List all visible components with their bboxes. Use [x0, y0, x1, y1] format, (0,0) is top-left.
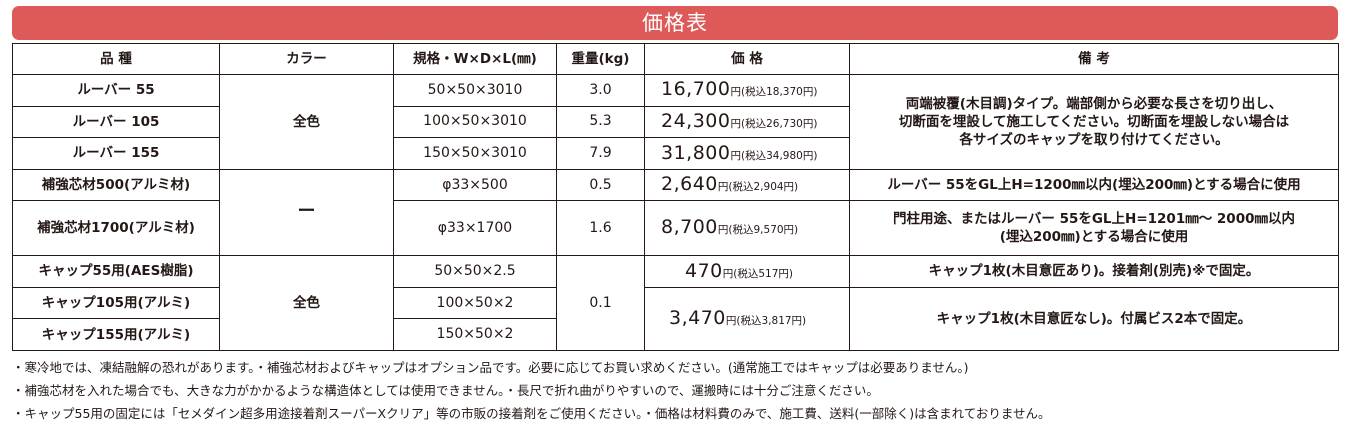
header-price: 価 格	[644, 43, 850, 75]
product-name: キャップ155用(アルミ)	[12, 318, 220, 351]
spec-cell: 50×50×2.5	[393, 255, 557, 288]
price-unit: 円	[722, 267, 734, 280]
product-name: ルーバー 105	[12, 105, 220, 139]
note-line: ・寒冷地では、凍結融解の恐れがあります。・補強芯材およびキャップはオプション品で…	[12, 360, 969, 375]
header-color: カラー	[219, 43, 394, 75]
remarks-line: 切断面を埋設して施工してください。切断面を埋設しない場合は	[898, 113, 1290, 130]
product-name: 補強芯材500(アルミ材)	[12, 168, 220, 202]
product-name: キャップ105用(アルミ)	[12, 286, 220, 320]
table-row: キャップ55用(AES樹脂) 全色 50×50×2.5 0.1 470円(税込5…	[12, 255, 1339, 351]
spec-cell: φ33×500	[393, 168, 557, 202]
price-unit: 円	[725, 315, 737, 328]
price-cell: 16,700円(税込18,370円)	[644, 74, 850, 107]
page-title: 価格表	[642, 11, 708, 35]
table-row: ルーバー 105 100×50×3010 5.3 24,300円(税込26,73…	[12, 105, 1339, 139]
price-cell: 8,700円(税込9,570円)	[644, 200, 850, 257]
product-name: キャップ55用(AES樹脂)	[12, 255, 220, 288]
price-value: 24,300	[661, 110, 731, 133]
price-table: 品 種 カラー 規格・W×D×L(㎜) 重量(kg) 価 格 備 考 ルーバー …	[12, 43, 1339, 352]
price-value: 470	[685, 259, 723, 282]
table-row: 補強芯材1700(アルミ材) φ33×1700 1.6 8,700円(税込9,5…	[12, 200, 1339, 257]
price-unit: 円	[730, 86, 741, 99]
price-tax: (税込517円)	[733, 267, 793, 280]
price-unit: 円	[717, 181, 729, 194]
price-tax: (税込18,370円)	[740, 86, 818, 99]
spec-cell: 100×50×3010	[393, 105, 557, 139]
header-weight: 重量(kg)	[556, 43, 645, 75]
note-line: ・補強芯材を入れた場合でも、大きな力がかかるような構造体としては使用できません。…	[12, 383, 879, 398]
remarks-louver: 両端被覆(木目調)タイプ。端部側から必要な長さを切り出し、 切断面を埋設して施工…	[849, 74, 1339, 170]
remarks-cap55: キャップ1枚(木目意匠あり)。接着剤(別売)※で固定。	[849, 255, 1339, 288]
weight-cell: 1.6	[556, 200, 645, 257]
spec-cell: 100×50×2	[393, 286, 557, 320]
remarks-line: (埋込200㎜)とする場合に使用	[999, 229, 1189, 246]
note-line: ・キャップ55用の固定には「セメダイン超多用途接着剤スーパーXクリア」等の市販の…	[12, 406, 1051, 421]
price-value: 31,800	[661, 141, 731, 164]
price-table-banner: 価格表	[12, 6, 1338, 40]
weight-cell: 3.0	[556, 74, 645, 107]
price-tax: (税込9,570円)	[728, 224, 799, 237]
price-unit: 円	[730, 149, 741, 162]
spec-cell: φ33×1700	[393, 200, 557, 257]
table-row: キャップ105用(アルミ) 100×50×2 3,470円(税込3,817円) …	[12, 286, 1339, 352]
price-tax: (税込2,904円)	[728, 181, 799, 194]
price-value: 8,700	[661, 216, 718, 239]
price-cell: 3,470円(税込3,817円)	[644, 286, 850, 352]
price-tax: (税込26,730円)	[740, 118, 818, 131]
price-value: 16,700	[661, 78, 731, 101]
remarks-core500: ルーバー 55をGL上H=1200㎜以内(埋込200㎜)とする場合に使用	[849, 168, 1339, 202]
notes: ・寒冷地では、凍結融解の恐れがあります。・補強芯材およびキャップはオプション品で…	[12, 356, 1342, 425]
price-tax: (税込3,817円)	[736, 315, 807, 328]
table-header-row: 品 種 カラー 規格・W×D×L(㎜) 重量(kg) 価 格 備 考	[12, 43, 1339, 75]
spec-cell: 50×50×3010	[393, 74, 557, 107]
product-name: 補強芯材1700(アルミ材)	[12, 200, 220, 257]
product-name: ルーバー 55	[12, 74, 220, 107]
remarks-cap105-155: キャップ1枚(木目意匠なし)。付属ビス2本で固定。	[849, 286, 1339, 352]
weight-cell: 0.1	[556, 255, 645, 351]
price-cell: 2,640円(税込2,904円)	[644, 168, 850, 202]
spec-cell: 150×50×3010	[393, 137, 557, 170]
price-cell: 31,800円(税込34,980円)	[644, 137, 850, 170]
price-value: 2,640	[661, 173, 718, 196]
color-cell: ー	[219, 168, 394, 257]
table-row: キャップ155用(アルミ) 150×50×2	[12, 318, 1339, 351]
product-name: ルーバー 155	[12, 137, 220, 170]
color-cell: 全色	[219, 255, 394, 351]
spec-cell: 150×50×2	[393, 318, 557, 351]
price-cell: 470円(税込517円)	[644, 255, 850, 288]
price-value: 3,470	[669, 307, 726, 330]
weight-cell: 7.9	[556, 137, 645, 170]
header-spec: 規格・W×D×L(㎜)	[393, 43, 557, 75]
table-row: 補強芯材500(アルミ材) ー φ33×500 0.5 2,640円(税込2,9…	[12, 168, 1339, 257]
color-cell: 全色	[219, 74, 394, 170]
remarks-line: 両端被覆(木目調)タイプ。端部側から必要な長さを切り出し、	[905, 95, 1283, 112]
remarks-line: 各サイズのキャップを取り付けてください。	[959, 132, 1229, 148]
remarks-line: 門柱用途、またはルーバー 55をGL上H=1201㎜～ 2000㎜以内	[893, 211, 1295, 228]
price-tax: (税込34,980円)	[740, 149, 818, 162]
table-row: ルーバー 55 全色 50×50×3010 3.0 16,700円(税込18,3…	[12, 74, 1339, 170]
price-cell: 24,300円(税込26,730円)	[644, 105, 850, 139]
weight-cell: 5.3	[556, 105, 645, 139]
header-remarks: 備 考	[849, 43, 1339, 75]
remarks-core1700: 門柱用途、またはルーバー 55をGL上H=1201㎜～ 2000㎜以内 (埋込2…	[849, 200, 1339, 257]
price-unit: 円	[717, 224, 729, 237]
weight-cell: 0.5	[556, 168, 645, 202]
price-unit: 円	[730, 118, 741, 131]
header-name: 品 種	[12, 43, 220, 75]
